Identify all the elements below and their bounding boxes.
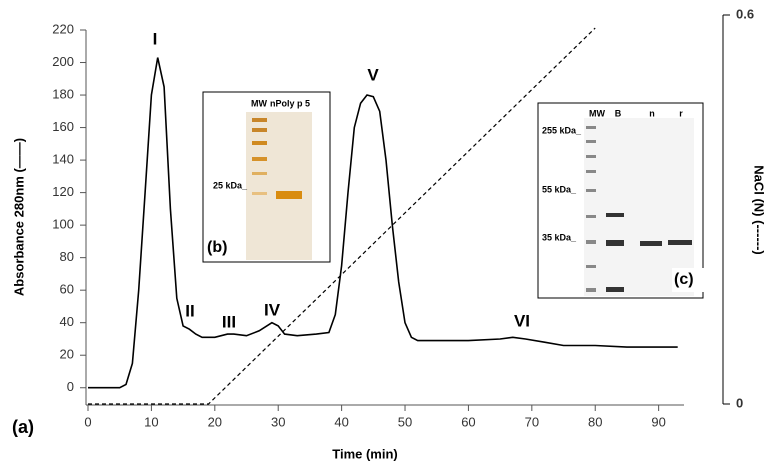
y-tick-label: 140	[52, 152, 74, 167]
lane-label: MW	[251, 98, 267, 108]
inset-gel-b: MW nPoly p 5 25 kDa_ (b)	[202, 91, 331, 263]
panel-label: (c)	[674, 271, 694, 288]
gel-band	[252, 128, 267, 132]
peak-label: VI	[514, 311, 530, 330]
y-tick-label: 60	[60, 282, 74, 297]
y-tick-label: 0	[67, 379, 74, 394]
marker-label: 55 kDa_	[542, 184, 577, 194]
y-tick-label: 20	[60, 347, 74, 362]
y-tick-label: 220	[52, 21, 74, 36]
y-tick-label: 180	[52, 86, 74, 101]
x-tick-label: 70	[525, 414, 539, 429]
y2-tick-label: 0	[736, 395, 743, 410]
panel-label: (a)	[12, 417, 34, 437]
panel-label: (b)	[207, 239, 227, 256]
x-axis-label: Time (min)	[332, 446, 398, 461]
gel-band	[252, 118, 267, 122]
marker-label: 255 kDa_	[542, 125, 582, 135]
lane-label: nPoly p 5	[270, 98, 310, 108]
lane-label: r	[679, 108, 683, 118]
absorbance-line	[88, 57, 678, 389]
x-tick-label: 90	[651, 414, 665, 429]
y-tick-label: 100	[52, 217, 74, 232]
x-tick-label: 20	[208, 414, 222, 429]
gradient-line	[88, 27, 596, 405]
peak-label: I	[153, 29, 158, 48]
lane-label: n	[649, 108, 655, 118]
gel-band	[252, 172, 267, 175]
y-tick-label: 40	[60, 314, 74, 329]
lane-label: B	[615, 108, 622, 118]
y-tick-label: 160	[52, 119, 74, 134]
x-tick-label: 30	[271, 414, 285, 429]
gel	[246, 112, 312, 260]
x-tick-label: 0	[84, 414, 91, 429]
x-tick-label: 60	[461, 414, 475, 429]
y2-axis-label: NaCl (N) (------)	[752, 165, 767, 255]
lane-label: MW	[589, 108, 605, 118]
gel	[584, 118, 694, 296]
y-tick-label: 200	[52, 54, 74, 69]
peak-label: III	[222, 312, 236, 331]
panel-label-box	[672, 268, 708, 292]
gel-bands	[586, 126, 596, 292]
y-tick-label: 120	[52, 184, 74, 199]
gel-bands	[606, 213, 692, 292]
marker-label: 35 kDa_	[542, 232, 577, 242]
x-tick-label: 10	[144, 414, 158, 429]
y2-tick-label: 0.6	[736, 6, 754, 21]
y-axis-label: Absorbance 280nm (——)	[11, 138, 26, 296]
gel-band	[276, 191, 302, 199]
y-tick-label: 80	[60, 249, 74, 264]
gel-band	[252, 157, 267, 161]
peak-label: II	[185, 301, 194, 320]
gel-band	[252, 192, 267, 195]
peak-label: V	[367, 65, 379, 84]
x-tick-label: 50	[398, 414, 412, 429]
marker-label: 25 kDa_	[213, 180, 248, 190]
x-tick-label: 80	[588, 414, 602, 429]
x-tick-label: 40	[334, 414, 348, 429]
panel-label-box	[205, 236, 241, 260]
peak-label: IV	[264, 300, 281, 319]
gel-band	[252, 141, 267, 145]
